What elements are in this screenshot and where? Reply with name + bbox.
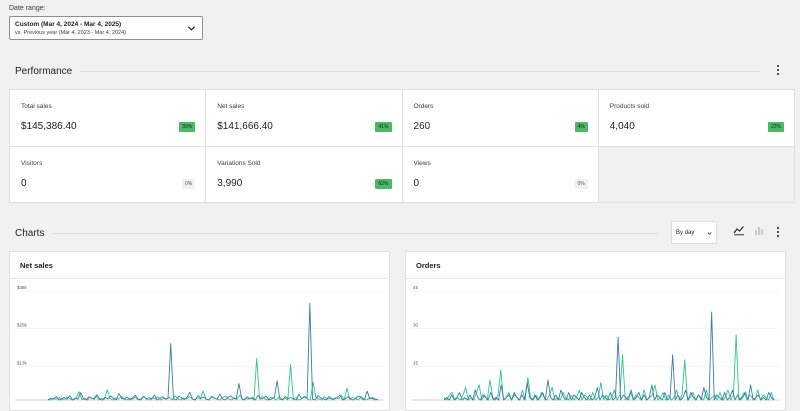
series-line-current xyxy=(443,311,775,401)
tile-value: $141,666.40 xyxy=(217,121,273,132)
delta-badge: 22% xyxy=(767,122,784,132)
performance-grid: Total sales $145,386.40 39% Net sales $1… xyxy=(9,89,795,203)
performance-tile-total-sales[interactable]: Total sales $145,386.40 39% xyxy=(10,90,206,146)
tile-value: 3,990 xyxy=(217,177,243,189)
more-vertical-icon[interactable] xyxy=(775,65,781,77)
date-range-selector[interactable]: Custom (Mar 4, 2024 - Mar 4, 2025) vs. P… xyxy=(9,16,203,40)
tile-value: $145,386.40 xyxy=(21,121,77,132)
y-tick-label: 15 xyxy=(413,360,419,365)
tile-label: Visitors xyxy=(21,159,43,167)
date-range-main: Custom (Mar 4, 2024 - Mar 4, 2025) xyxy=(15,21,122,28)
chevron-down-icon xyxy=(187,26,196,31)
chart-divider xyxy=(10,278,389,279)
tile-value: 260 xyxy=(413,121,431,132)
performance-divider xyxy=(80,71,760,72)
tile-label: Views xyxy=(413,159,431,167)
tile-value: 0 xyxy=(413,177,420,189)
more-vertical-icon[interactable] xyxy=(775,227,781,239)
tile-value: 0 xyxy=(21,177,27,189)
delta-badge: 41% xyxy=(375,122,392,132)
tile-label: Net sales xyxy=(217,103,245,110)
orders-chart: 45 30 15 xyxy=(411,285,780,401)
date-range-compare: vs. Previous year (Mar 4, 2023 - Mar 4, … xyxy=(15,30,126,36)
series-line-previous xyxy=(443,334,775,401)
tile-label: Orders xyxy=(413,103,434,110)
chevron-down-icon xyxy=(707,232,712,235)
tile-label: Total sales xyxy=(21,103,52,110)
tile-label: Products sold xyxy=(609,103,650,110)
bar-chart-icon[interactable] xyxy=(753,224,765,236)
series-line-previous xyxy=(47,357,379,401)
net-sales-chart-title: Net sales xyxy=(20,261,53,270)
delta-badge: 0% xyxy=(182,178,196,189)
delta-badge: 62% xyxy=(375,178,392,189)
performance-tile-views[interactable]: Views 0 0% xyxy=(402,146,598,202)
charts-title: Charts xyxy=(15,228,45,239)
y-tick-label: $13k xyxy=(17,360,28,365)
orders-chart-card: Orders 45 30 15 xyxy=(405,251,786,411)
delta-badge: 39% xyxy=(179,122,196,132)
line-chart-icon[interactable] xyxy=(733,224,745,236)
tile-label: Variations Sold xyxy=(217,159,261,167)
performance-tile-empty xyxy=(598,146,794,202)
interval-label: By day xyxy=(676,230,695,236)
y-tick-label: $38k xyxy=(17,285,28,290)
performance-title: Performance xyxy=(15,66,73,77)
performance-tile-products-sold[interactable]: Products sold 4,040 22% xyxy=(598,90,794,146)
y-tick-label: 30 xyxy=(413,323,419,328)
interval-select[interactable]: By day xyxy=(671,221,717,244)
chart-divider xyxy=(406,278,785,279)
date-range-label: Date range: xyxy=(9,5,46,12)
y-tick-label: 45 xyxy=(413,285,419,290)
series-line-current xyxy=(47,302,379,401)
performance-tile-visitors[interactable]: Visitors 0 0% xyxy=(10,146,206,202)
delta-badge: 0% xyxy=(574,178,588,189)
delta-badge: 4% xyxy=(574,122,588,132)
performance-tile-net-sales[interactable]: Net sales $141,666.40 41% xyxy=(206,90,402,146)
performance-tile-orders[interactable]: Orders 260 4% xyxy=(402,90,598,146)
orders-chart-title: Orders xyxy=(416,261,441,270)
net-sales-chart-card: Net sales $38k $25k $13k xyxy=(9,251,390,411)
tile-value: 4,040 xyxy=(609,121,635,132)
performance-tile-variations-sold[interactable]: Variations Sold 3,990 62% xyxy=(206,146,402,202)
y-tick-label: $25k xyxy=(17,323,28,328)
charts-divider xyxy=(52,233,658,234)
net-sales-chart: $38k $25k $13k xyxy=(15,285,384,401)
